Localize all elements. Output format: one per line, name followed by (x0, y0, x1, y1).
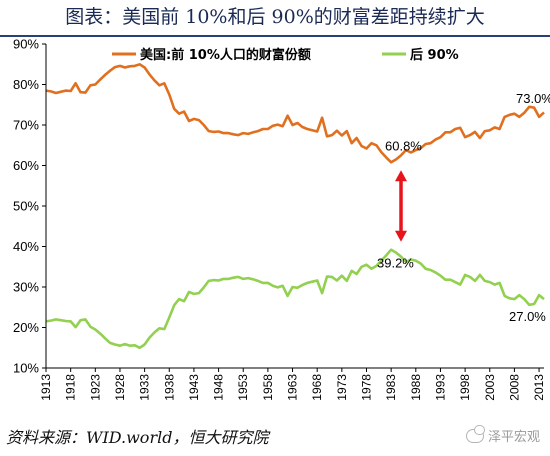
x-tick-label: 2003 (483, 374, 497, 401)
legend: 美国:前 10%人口的财富份额 后 90% (112, 47, 459, 63)
y-tick-label: 50% (13, 199, 39, 214)
x-tick-label: 1918 (64, 374, 78, 401)
axes: 10% 20% 30% 40% 50% 60% 70% 80% 90% 1913 1918 1923 1… (13, 37, 546, 401)
x-tick-label: 1998 (458, 374, 472, 401)
legend-label-bottom90: 后 90% (410, 47, 459, 63)
x-tick-label: 1933 (138, 374, 152, 401)
x-tick-label: 1968 (310, 374, 324, 401)
legend-label-top10: 美国:前 10%人口的财富份额 (140, 47, 311, 63)
arrow-head-up (395, 170, 408, 182)
y-tick-label: 30% (13, 280, 39, 295)
x-tick-label: 1973 (335, 374, 349, 401)
plot-lines (45, 63, 545, 350)
y-tick-label: 60% (13, 158, 39, 173)
y-tick-label: 90% (13, 37, 39, 52)
x-tick-label: 1978 (359, 374, 373, 401)
x-tick-label: 1943 (187, 374, 201, 401)
x-tick-label: 1938 (162, 374, 176, 401)
wechat-icon (465, 424, 485, 443)
x-tick-label: 1953 (236, 374, 250, 401)
data-label: 73.0% (516, 91, 550, 106)
y-tick-label: 40% (13, 239, 39, 254)
series-line-1 (45, 248, 545, 350)
data-label: 27.0% (509, 309, 546, 324)
y-tick-label: 70% (13, 118, 39, 133)
watermark: 泽平宏观 (465, 424, 540, 445)
x-tick-label: 1928 (113, 374, 127, 401)
line-chart: 10% 20% 30% 40% 50% 60% 70% 80% 90% 1913 1918 1923 1… (13, 37, 550, 401)
x-tick-label: 2008 (507, 374, 521, 401)
data-label: 39.2% (377, 256, 414, 271)
x-tick-label: 1988 (409, 374, 423, 401)
y-tick-label: 80% (13, 77, 39, 92)
x-tick-label: 1983 (384, 374, 398, 401)
x-tick-label: 1913 (39, 374, 53, 401)
source-note: 资料来源：WID.world，恒大研究院 (6, 428, 269, 447)
x-tick-label: 1923 (88, 374, 102, 401)
data-label: 60.8% (385, 138, 422, 153)
watermark-text: 泽平宏观 (487, 430, 540, 445)
x-tick-label: 1958 (261, 374, 275, 401)
annotations: 73.0% 60.8% 39.2% 27.0% (377, 91, 550, 324)
chart-title: 图表：美国前 10%和后 90%的财富差距持续扩大 (65, 6, 485, 28)
x-tick-label: 1963 (286, 374, 300, 401)
y-tick-label: 20% (13, 320, 39, 335)
series-line-0 (45, 63, 545, 164)
y-tick-label: 10% (13, 361, 39, 376)
title-divider (0, 35, 550, 37)
arrow-head-down (395, 230, 408, 242)
x-tick-label: 2013 (532, 374, 546, 401)
x-tick-label: 1993 (433, 374, 447, 401)
x-tick-label: 1948 (212, 374, 226, 401)
